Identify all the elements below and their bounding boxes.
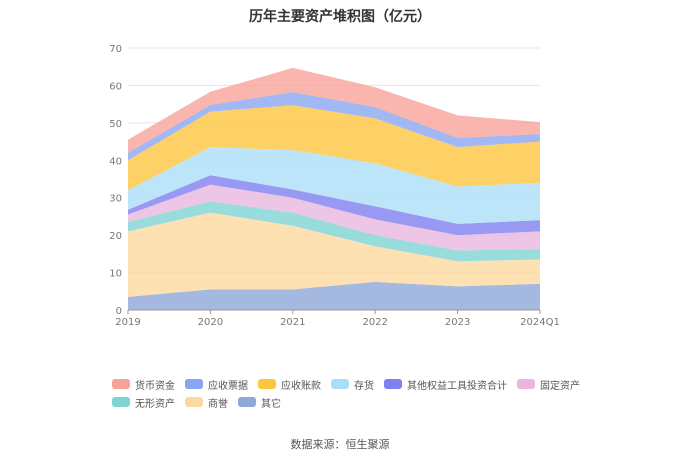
- legend-item[interactable]: 存货: [331, 377, 374, 392]
- legend-label: 商誉: [208, 398, 228, 410]
- legend-item[interactable]: 其它: [238, 395, 281, 410]
- y-tick-label: 20: [109, 231, 122, 242]
- legend-swatch: [331, 379, 349, 389]
- legend-item[interactable]: 固定资产: [517, 377, 580, 392]
- y-tick-label: 0: [116, 306, 122, 317]
- area-series-应收账款: [128, 105, 540, 191]
- chart-title: 历年主要资产堆积图（亿元）: [249, 9, 431, 25]
- legend-swatch: [517, 379, 535, 389]
- x-tick-label: 2021: [280, 317, 305, 328]
- legend-item[interactable]: 无形资产: [112, 395, 175, 410]
- legend: 货币资金 应收票据 应收账款 存货 其他权益工具投资合计 固定资产无形资产 商誉 其它: [112, 377, 592, 410]
- y-tick-label: 30: [109, 194, 122, 205]
- legend-item[interactable]: 商誉: [185, 395, 228, 410]
- legend-label: 存货: [354, 380, 374, 392]
- area-series-其它: [128, 281, 540, 310]
- legend-swatch: [185, 397, 203, 407]
- legend-swatch: [384, 379, 402, 389]
- x-tick-label: 2022: [362, 317, 387, 328]
- legend-label: 应收账款: [281, 380, 321, 392]
- x-tick-label: 2020: [198, 317, 223, 328]
- x-tick-label: 2019: [115, 317, 140, 328]
- y-tick-label: 60: [109, 81, 122, 92]
- legend-item[interactable]: 应收账款: [258, 377, 321, 392]
- area-series-固定资产: [128, 184, 540, 251]
- legend-label: 无形资产: [135, 398, 175, 410]
- source-note: 数据来源：恒生聚源: [290, 438, 390, 451]
- area-series-货币资金: [128, 67, 540, 153]
- legend-label: 其他权益工具投资合计: [407, 380, 507, 392]
- y-tick-label: 50: [109, 119, 122, 130]
- legend-swatch: [185, 379, 203, 389]
- area-series-应收票据: [128, 92, 540, 161]
- area-series-其他权益工具投资合计: [128, 175, 540, 236]
- y-tick-label: 40: [109, 156, 122, 167]
- legend-swatch: [112, 379, 130, 389]
- legend-swatch: [238, 397, 256, 407]
- legend-item[interactable]: 应收票据: [185, 377, 248, 392]
- legend-label: 其它: [261, 398, 281, 410]
- area-series-商誉: [128, 212, 540, 297]
- y-tick-label: 70: [109, 44, 122, 55]
- y-tick-label: 10: [109, 269, 122, 280]
- legend-item[interactable]: 其他权益工具投资合计: [384, 377, 507, 392]
- x-tick-label: 2024Q1: [520, 317, 560, 328]
- legend-item[interactable]: 货币资金: [112, 377, 175, 392]
- legend-swatch: [258, 379, 276, 389]
- legend-label: 应收票据: [208, 380, 248, 392]
- legend-swatch: [112, 397, 130, 407]
- legend-label: 固定资产: [540, 380, 580, 392]
- x-tick-label: 2023: [445, 317, 470, 328]
- legend-label: 货币资金: [135, 380, 175, 392]
- area-series-存货: [128, 147, 540, 224]
- area-series-无形资产: [128, 201, 540, 262]
